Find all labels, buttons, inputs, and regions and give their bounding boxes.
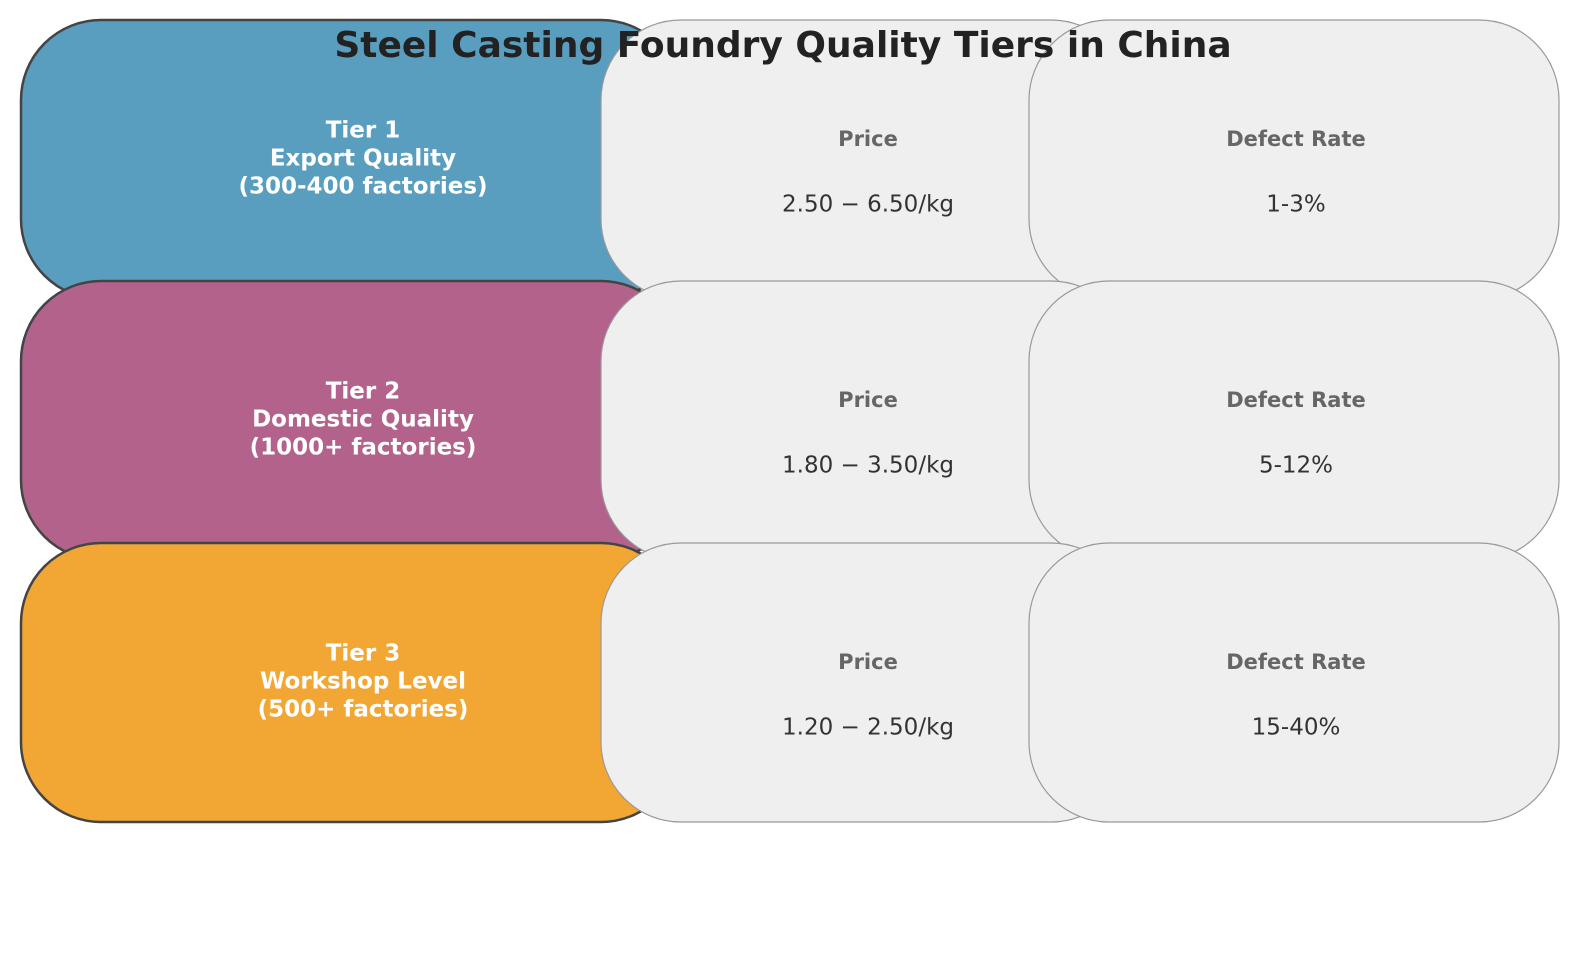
price-label: Price [838,127,898,151]
price-value: 1.80 − 3.50/kg [782,453,954,479]
tier-label: Tier 1 [326,118,401,144]
tier-label: Workshop Level [260,669,466,695]
price-label: Price [838,650,898,674]
defect-label: Defect Rate [1226,388,1365,412]
tier-label: Tier 2 [326,379,401,405]
tier-label: Domestic Quality [252,407,474,433]
defect-label: Defect Rate [1226,650,1365,674]
tier-label: Tier 3 [326,641,401,667]
tier-label: (500+ factories) [258,697,469,723]
price-value: 2.50 − 6.50/kg [782,192,954,218]
tier-label: Export Quality [270,146,456,172]
price-value: 1.20 − 2.50/kg [782,715,954,741]
defect-box [1028,542,1560,823]
tier-label: (1000+ factories) [250,435,477,461]
defect-value: 15-40% [1252,715,1341,741]
defect-label: Defect Rate [1226,127,1365,151]
tier-label: (300-400 factories) [238,174,487,200]
price-label: Price [838,388,898,412]
title: Steel Casting Foundry Quality Tiers in C… [334,25,1231,66]
defect-value: 1-3% [1266,192,1325,218]
defect-value: 5-12% [1259,453,1333,479]
defect-box [1028,280,1560,561]
